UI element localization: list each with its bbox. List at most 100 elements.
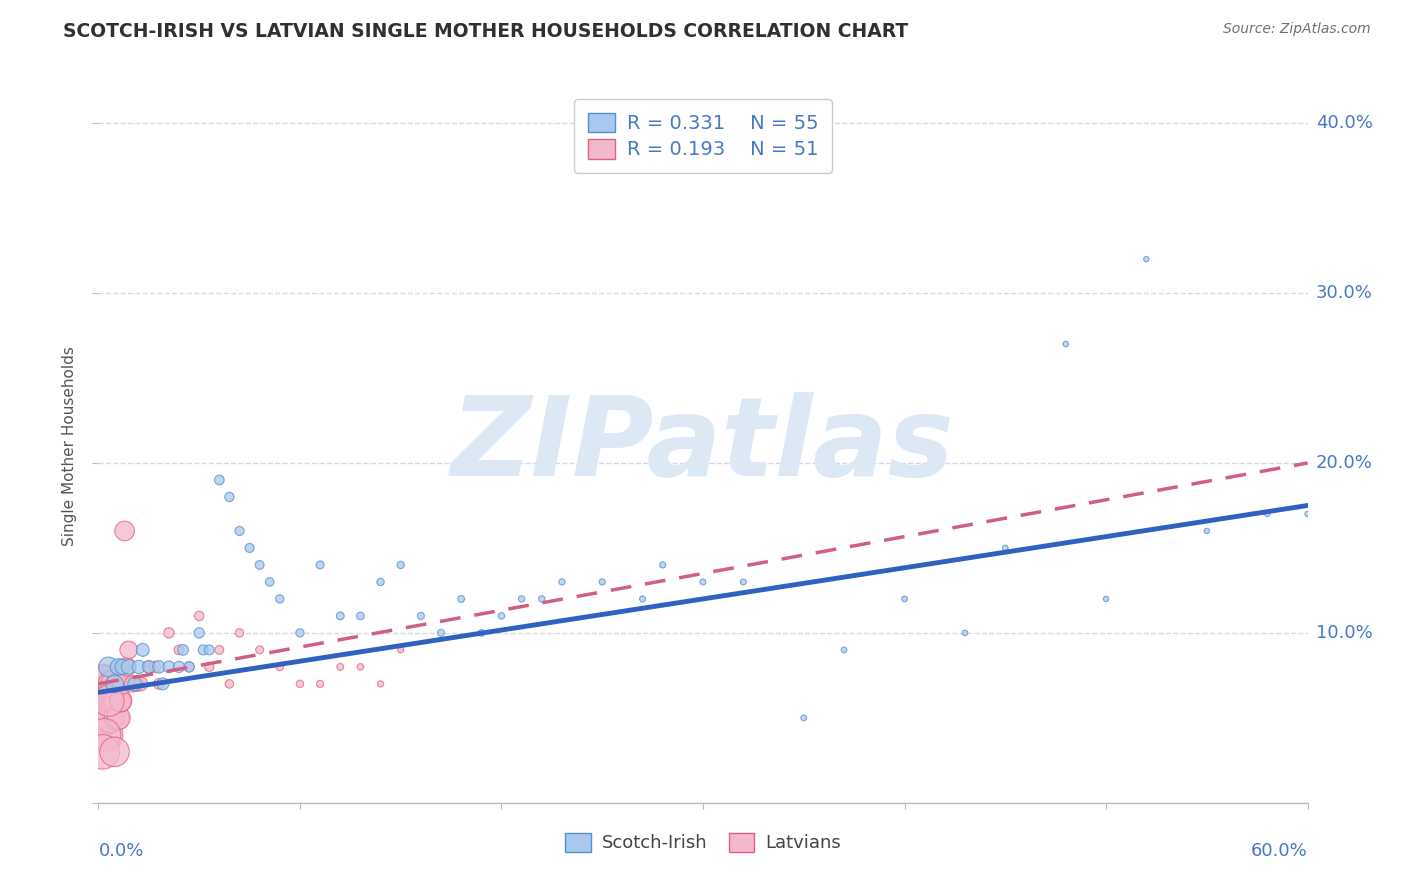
Point [218, 677, 240, 691]
Point [152, 677, 174, 691]
Point [167, 643, 190, 657]
Point [208, 473, 231, 487]
Point [349, 660, 371, 674]
Point [138, 660, 160, 674]
Point [733, 574, 755, 589]
Point [389, 558, 412, 572]
Point [1054, 337, 1077, 351]
Point [1195, 524, 1218, 538]
Point [491, 608, 513, 623]
Point [793, 711, 815, 725]
Point [110, 694, 132, 708]
Point [179, 660, 201, 674]
Point [259, 574, 281, 589]
Point [110, 694, 132, 708]
Point [93, 694, 115, 708]
Point [389, 643, 412, 657]
Point [551, 574, 574, 589]
Point [172, 643, 194, 657]
Point [167, 660, 190, 674]
Point [188, 608, 211, 623]
Text: Source: ZipAtlas.com: Source: ZipAtlas.com [1223, 22, 1371, 37]
Text: 60.0%: 60.0% [1251, 842, 1308, 860]
Point [97, 711, 120, 725]
Point [107, 660, 129, 674]
Point [143, 660, 166, 674]
Point [370, 677, 392, 691]
Point [96, 728, 118, 742]
Point [111, 660, 134, 674]
Point [111, 677, 134, 691]
Point [1135, 252, 1157, 266]
Point [121, 677, 143, 691]
Point [103, 677, 125, 691]
Point [329, 660, 352, 674]
Point [409, 608, 432, 623]
Point [288, 626, 311, 640]
Point [103, 677, 125, 691]
Point [107, 677, 129, 691]
Point [239, 541, 262, 555]
Point [157, 626, 180, 640]
Point [105, 694, 128, 708]
Point [103, 694, 125, 708]
Point [349, 608, 371, 623]
Point [450, 591, 472, 606]
Point [100, 694, 122, 708]
Point [118, 660, 141, 674]
Point [179, 660, 201, 674]
Point [228, 626, 250, 640]
Point [269, 660, 291, 674]
Point [129, 677, 152, 691]
Text: SCOTCH-IRISH VS LATVIAN SINGLE MOTHER HOUSEHOLDS CORRELATION CHART: SCOTCH-IRISH VS LATVIAN SINGLE MOTHER HO… [63, 22, 908, 41]
Text: 30.0%: 30.0% [1316, 284, 1372, 302]
Point [148, 677, 170, 691]
Point [1296, 507, 1319, 521]
Point [100, 711, 122, 725]
Point [103, 745, 125, 759]
Text: 0.0%: 0.0% [98, 842, 143, 860]
Point [118, 643, 141, 657]
Point [157, 660, 180, 674]
Point [91, 711, 114, 725]
Point [329, 608, 352, 623]
Text: 10.0%: 10.0% [1316, 624, 1372, 642]
Point [994, 541, 1017, 555]
Point [97, 660, 120, 674]
Point [91, 745, 114, 759]
Text: ZIPatlas: ZIPatlas [451, 392, 955, 500]
Point [93, 728, 115, 742]
Point [953, 626, 976, 640]
Point [228, 524, 250, 538]
Point [832, 643, 855, 657]
Point [115, 660, 138, 674]
Point [114, 524, 136, 538]
Point [249, 558, 271, 572]
Point [93, 677, 115, 691]
Point [138, 660, 160, 674]
Point [107, 711, 129, 725]
Point [430, 626, 453, 640]
Point [1256, 507, 1278, 521]
Y-axis label: Single Mother Households: Single Mother Households [62, 346, 77, 546]
Point [218, 490, 240, 504]
Point [198, 643, 221, 657]
Point [893, 591, 915, 606]
Point [132, 643, 155, 657]
Point [125, 677, 148, 691]
Point [198, 660, 221, 674]
Point [91, 677, 114, 691]
Text: 40.0%: 40.0% [1316, 114, 1372, 132]
Point [631, 591, 654, 606]
Point [269, 591, 291, 606]
Text: 20.0%: 20.0% [1316, 454, 1372, 472]
Point [530, 591, 553, 606]
Point [148, 660, 170, 674]
Point [97, 694, 120, 708]
Point [510, 591, 533, 606]
Point [692, 574, 714, 589]
Point [1095, 591, 1118, 606]
Point [101, 694, 124, 708]
Point [309, 558, 332, 572]
Point [101, 677, 124, 691]
